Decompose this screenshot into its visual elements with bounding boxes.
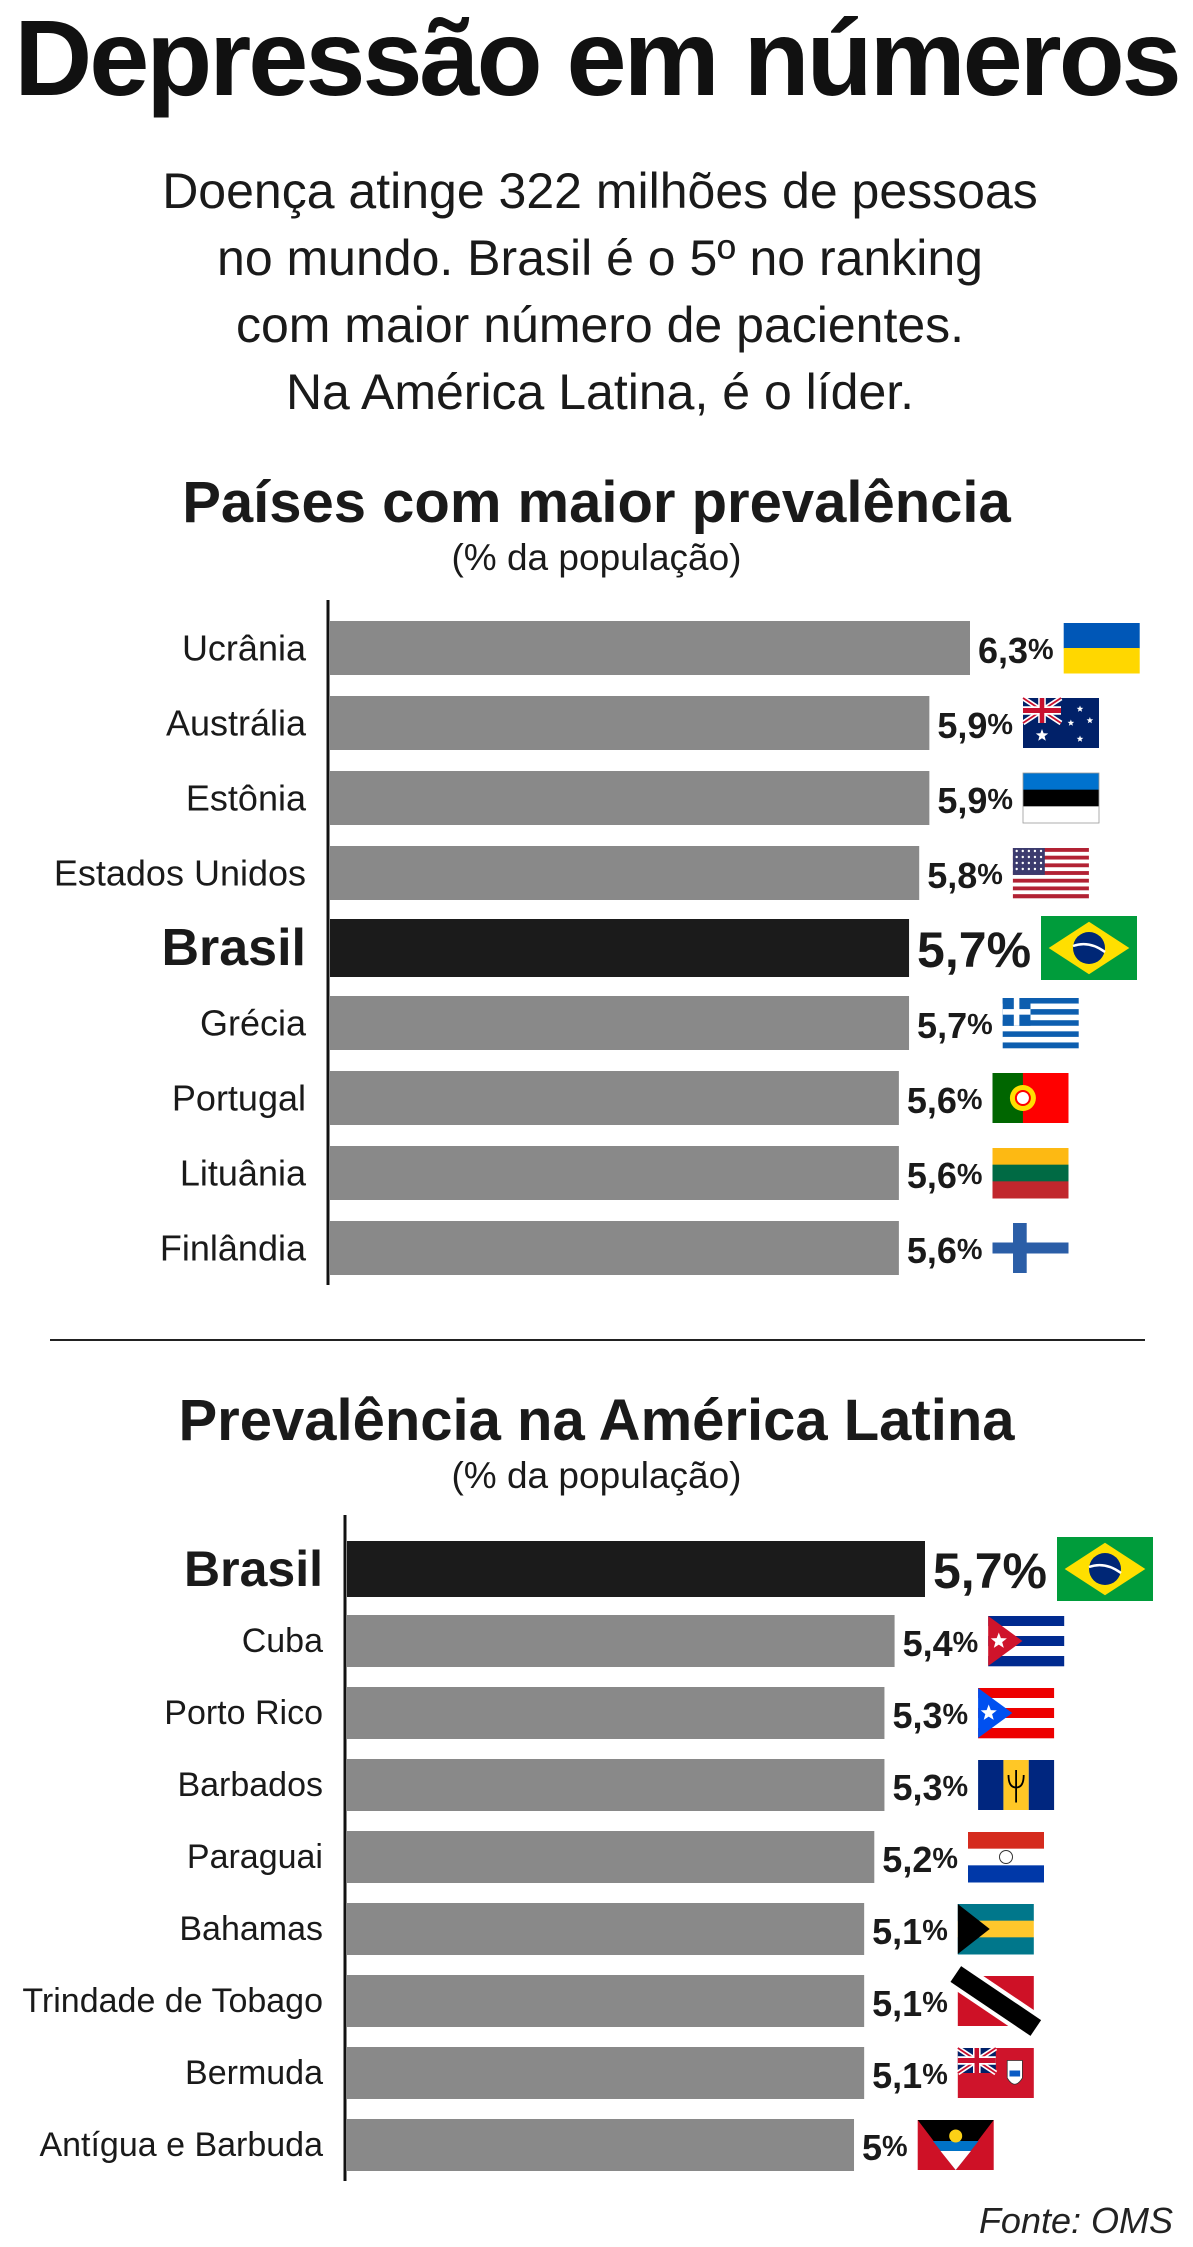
value-label: 5,1%	[872, 2055, 948, 2096]
value-label: 5,3%	[892, 1695, 968, 1736]
bar	[330, 1071, 899, 1125]
bar	[330, 696, 930, 750]
flag-cuba-icon	[988, 1616, 1065, 1667]
chart1-subtitle: (% da população)	[451, 537, 742, 578]
value-label: 5,7%	[933, 1543, 1047, 1599]
flag-greece-icon	[1002, 998, 1079, 1049]
flag-brazil-icon	[1041, 916, 1137, 980]
category-label: Brasil	[161, 919, 306, 977]
bar	[347, 2119, 855, 2171]
flag-antigua-barbuda-icon	[917, 2120, 994, 2170]
flag-estonia-icon	[1022, 772, 1100, 824]
category-label: Grécia	[200, 1003, 307, 1044]
category-label: Portugal	[172, 1078, 306, 1119]
bar	[330, 1146, 899, 1200]
bar	[347, 1541, 925, 1597]
flag-puerto-rico-icon	[978, 1688, 1055, 1739]
value-label: 5,8%	[927, 855, 1003, 896]
bar	[347, 1975, 865, 2027]
flag-portugal-icon	[992, 1073, 1069, 1123]
bar	[330, 846, 920, 900]
category-label: Cuba	[242, 1622, 323, 1660]
value-label: 5,6%	[907, 1155, 983, 1196]
page-title: Depressão em números	[14, 0, 1182, 118]
bar	[347, 1687, 885, 1739]
bar	[330, 996, 910, 1050]
category-label: Antígua e Barbuda	[39, 2126, 323, 2164]
section-divider	[50, 1339, 1145, 1341]
flag-lithuania-icon	[992, 1148, 1069, 1199]
category-label: Bahamas	[179, 1910, 323, 1948]
bar	[330, 771, 930, 825]
bar	[330, 919, 910, 977]
value-label: 5,1%	[872, 1911, 948, 1952]
flag-usa-icon	[1012, 848, 1089, 899]
category-label: Ucrânia	[182, 628, 307, 669]
category-label: Finlândia	[160, 1228, 307, 1269]
flag-ukraine-icon	[1063, 623, 1140, 674]
chart-world: Ucrânia 6,3% Austrália 5,9% Estônia 5,9% Estad…	[54, 600, 1140, 1285]
value-label: 5%	[862, 2127, 908, 2168]
subtitle-line: Na América Latina, é o líder.	[285, 364, 915, 420]
chart2-subtitle: (% da população)	[451, 1455, 742, 1496]
value-label: 5,9%	[937, 705, 1013, 746]
category-label: Paraguai	[187, 1838, 323, 1876]
bar	[330, 621, 970, 675]
category-label: Trindade de Tobago	[22, 1982, 323, 2020]
bar	[347, 1903, 865, 1955]
chart2-title: Prevalência na América Latina	[178, 1388, 1015, 1453]
category-label: Lituânia	[180, 1153, 307, 1194]
bar	[347, 1615, 895, 1667]
category-label: Brasil	[184, 1541, 323, 1597]
category-label: Austrália	[166, 703, 307, 744]
flag-australia-icon	[1021, 695, 1099, 748]
chart1-title: Países com maior prevalência	[182, 470, 1011, 535]
bar	[330, 1221, 899, 1275]
source-note: Fonte: OMS	[978, 2200, 1173, 2241]
flag-brazil-icon	[1057, 1537, 1153, 1601]
value-label: 6,3%	[978, 630, 1054, 671]
category-label: Porto Rico	[164, 1694, 323, 1732]
category-label: Bermuda	[185, 2054, 323, 2092]
value-label: 5,2%	[882, 1839, 958, 1880]
value-label: 5,9%	[937, 780, 1013, 821]
value-label: 5,3%	[892, 1767, 968, 1808]
bar	[347, 1831, 875, 1883]
subtitle-line: com maior número de pacientes.	[235, 297, 965, 353]
category-label: Estados Unidos	[54, 853, 306, 894]
value-label: 5,7%	[917, 922, 1031, 978]
bar	[347, 1759, 885, 1811]
value-label: 5,7%	[917, 1005, 993, 1046]
value-label: 5,1%	[872, 1983, 948, 2024]
subtitle-line: Doença atinge 322 milhões de pessoas	[162, 163, 1038, 219]
flag-bahamas-icon	[957, 1904, 1034, 1955]
chart-latin-america: Brasil 5,7% Cuba 5,4% Porto Rico 5,3% Barbados…	[22, 1515, 1153, 2181]
flag-paraguay-icon	[968, 1832, 1044, 1883]
flag-bermuda-icon	[956, 2045, 1034, 2098]
category-label: Estônia	[186, 778, 307, 819]
subtitle: Doença atinge 322 milhões de pessoas no …	[100, 158, 1100, 426]
value-label: 5,6%	[907, 1080, 983, 1121]
subtitle-line: no mundo. Brasil é o 5º no ranking	[217, 230, 983, 286]
bar	[347, 2047, 865, 2099]
flag-trinidad-tobago-icon	[948, 1962, 1044, 2040]
flag-finland-icon	[992, 1223, 1069, 1273]
flag-barbados-icon	[978, 1760, 1055, 1810]
category-label: Barbados	[177, 1766, 323, 1804]
value-label: 5,4%	[903, 1623, 979, 1664]
value-label: 5,6%	[907, 1230, 983, 1271]
